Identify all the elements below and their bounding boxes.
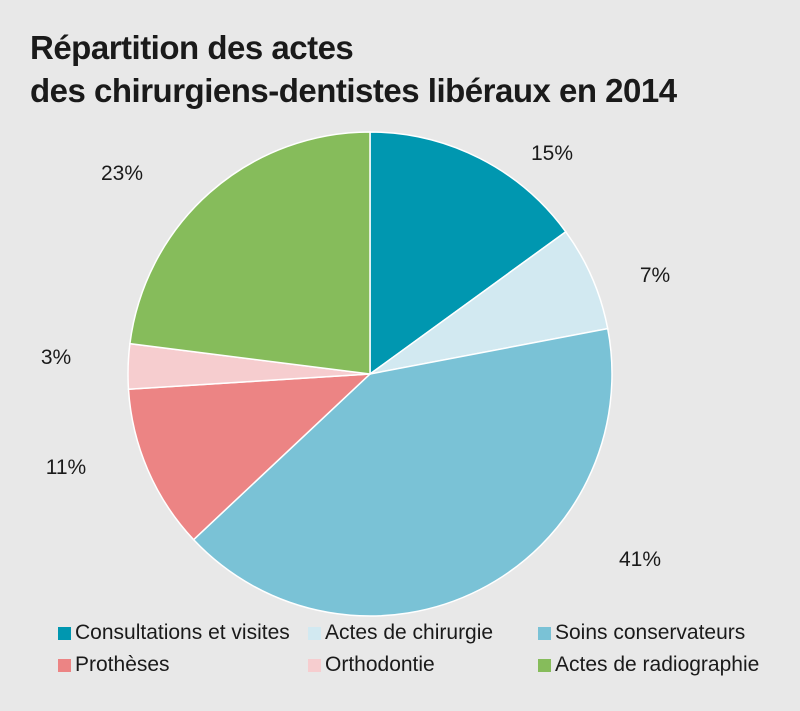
- pie-label-orthodontie: 3%: [41, 346, 71, 369]
- legend-swatch: [538, 626, 551, 640]
- pie-label-soins-conservateurs: 41%: [619, 548, 661, 571]
- chart-title-line-2: des chirurgiens-dentistes libéraux en 20…: [30, 72, 677, 109]
- legend-swatch: [58, 626, 71, 640]
- chart-legend: Consultations et visites Actes de chirurg…: [58, 620, 778, 678]
- legend-swatch: [58, 658, 71, 672]
- pie-slice-actes-de-radiographie: [129, 131, 371, 375]
- pie-label-actes-de-radiographie: 23%: [101, 162, 143, 185]
- pie-slice-proth-ses: [127, 373, 373, 541]
- legend-item: Actes de radiographie: [538, 652, 778, 678]
- legend-item: Actes de chirurgie: [308, 620, 538, 646]
- pie-label-actes-de-chirurgie: 7%: [640, 264, 670, 287]
- legend-label: Consultations et visites: [75, 621, 290, 644]
- pie-slice-consultations-et-visites: [369, 131, 567, 376]
- legend-swatch: [308, 626, 321, 640]
- legend-label: Actes de radiographie: [555, 653, 760, 676]
- legend-swatch: [538, 658, 551, 672]
- pie-slice-soins-conservateurs: [192, 327, 613, 617]
- legend-item: Soins conservateurs: [538, 620, 778, 646]
- chart-title-line-1: Répartition des actes: [30, 29, 354, 66]
- legend-label: Actes de chirurgie: [325, 621, 494, 644]
- legend-item: Orthodontie: [308, 652, 538, 678]
- legend-swatch: [308, 658, 321, 672]
- legend-label: Prothèses: [75, 653, 170, 676]
- chart-title: Répartition des actes des chirurgiens-de…: [30, 26, 677, 112]
- pie-slices: [127, 131, 613, 617]
- pie-label-consultations-et-visites: 15%: [531, 142, 573, 165]
- pie-labels: 15% 7% 41% 11% 3% 23%: [41, 142, 670, 571]
- legend-label: Orthodontie: [325, 653, 435, 676]
- legend-item: Prothèses: [58, 652, 308, 678]
- pie-slice-actes-de-chirurgie: [369, 230, 609, 375]
- pie-label-proth-ses: 11%: [46, 456, 86, 479]
- legend-label: Soins conservateurs: [555, 621, 746, 644]
- legend-item: Consultations et visites: [58, 620, 308, 646]
